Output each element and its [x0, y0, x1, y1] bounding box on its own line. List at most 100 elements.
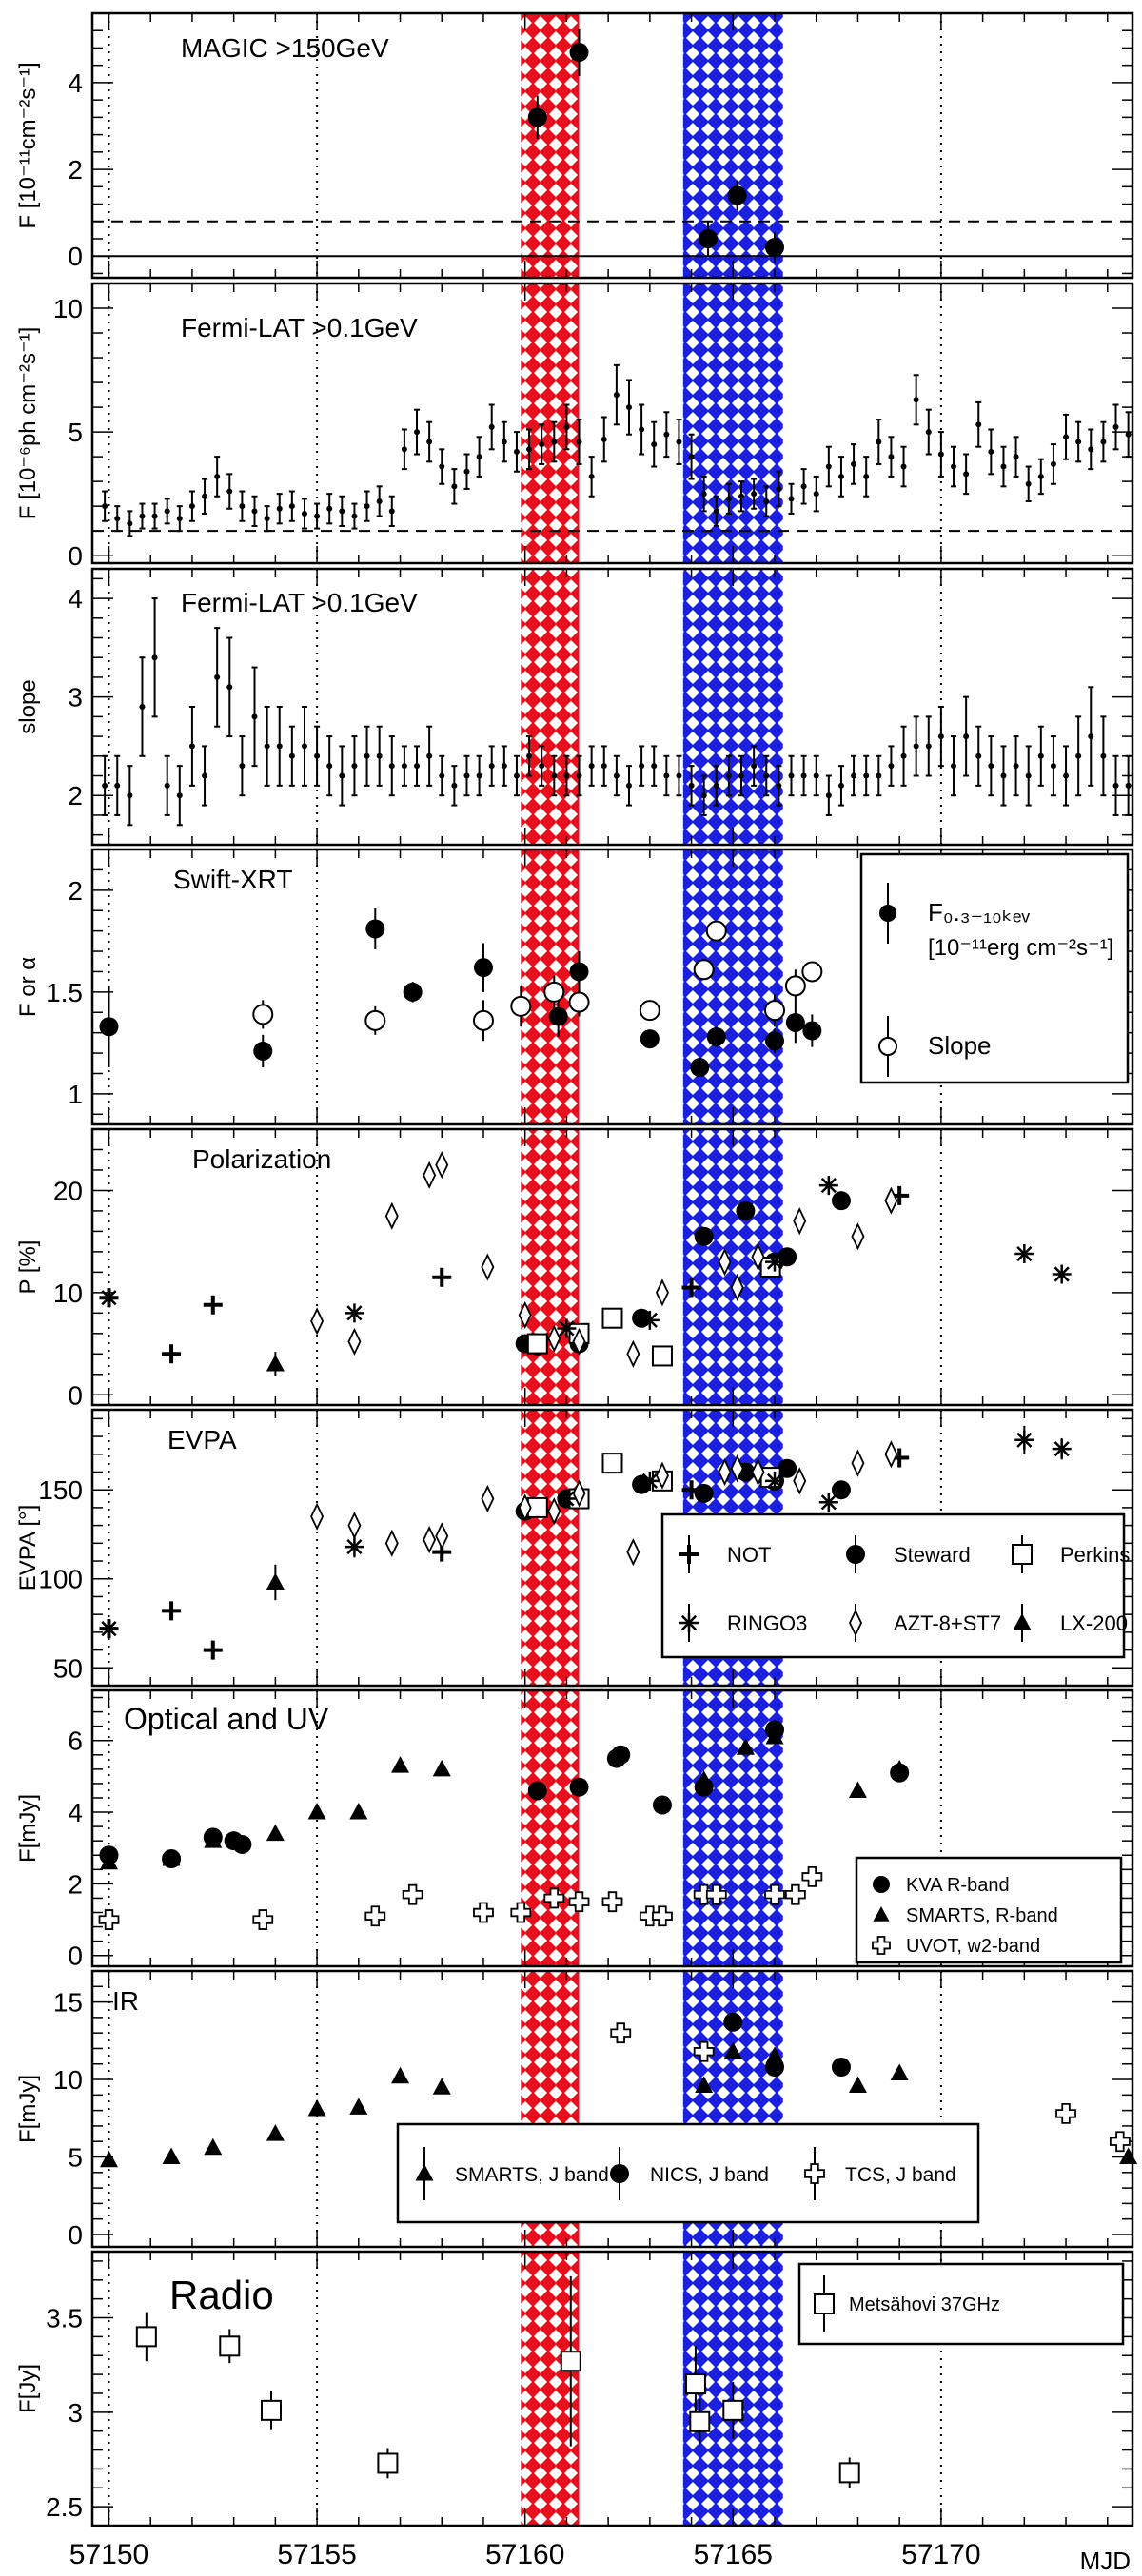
data-point	[569, 1777, 589, 1797]
data-point	[314, 513, 321, 519]
legend-label: UVOT, w2-band	[906, 1936, 1040, 1957]
data-point	[127, 792, 133, 799]
data-point	[266, 1824, 285, 1842]
panel-ir: 0 5 10 15 F[mJy] IR SMARTS, J band NICS, J band…	[15, 1969, 1138, 2250]
legend-label: SMARTS, J band	[455, 2164, 609, 2186]
data-point	[476, 772, 482, 779]
data-point	[776, 485, 782, 492]
data-point	[613, 392, 620, 399]
data-point	[700, 792, 707, 799]
data-point	[481, 1484, 495, 1513]
data-point	[751, 763, 758, 770]
data-point	[785, 1012, 805, 1032]
data-point	[510, 1902, 532, 1923]
data-point	[164, 782, 170, 789]
data-point	[764, 1883, 785, 1905]
data-point	[975, 752, 982, 759]
data-point	[326, 763, 333, 770]
data-point	[676, 772, 682, 779]
y-tick-label: 50	[53, 1653, 83, 1683]
data-point	[451, 483, 458, 490]
data-point	[988, 763, 994, 770]
y-axis-label: EVPA [°]	[15, 1505, 41, 1591]
legend-label: Perkins	[1060, 1543, 1130, 1567]
data-point	[738, 493, 745, 499]
data-point	[252, 1909, 274, 1930]
data-point	[763, 772, 770, 779]
data-point	[1125, 431, 1132, 438]
legend-label: AZT-8+ST7	[894, 1611, 1001, 1635]
data-point	[401, 763, 407, 770]
data-point	[563, 423, 570, 430]
y-tick-label: 6	[68, 1727, 83, 1756]
legend-label: Slope	[928, 1031, 992, 1060]
data-point	[432, 1759, 451, 1777]
data-point	[718, 1457, 732, 1487]
data-point	[439, 463, 445, 470]
data-point	[239, 763, 246, 770]
data-point	[725, 772, 732, 779]
legend-box	[396, 2122, 980, 2224]
data-point	[838, 2462, 860, 2484]
data-point	[640, 1471, 660, 1491]
data-point	[663, 772, 670, 779]
data-point	[364, 1905, 386, 1927]
data-point	[214, 673, 221, 680]
red-band-magic	[521, 13, 580, 278]
panel-frame	[90, 567, 1134, 847]
data-point	[164, 508, 170, 515]
data-point	[765, 1252, 785, 1272]
data-point	[307, 1803, 326, 1820]
data-point	[763, 498, 770, 504]
series-lx-200	[266, 1564, 285, 1601]
series-lx-200	[266, 1352, 285, 1376]
data-point	[276, 505, 283, 512]
data-point	[347, 1512, 362, 1540]
data-point	[825, 792, 832, 799]
data-point	[551, 439, 558, 445]
data-point	[188, 503, 195, 510]
data-point	[601, 1891, 623, 1913]
data-point	[723, 2041, 742, 2059]
x-tick-label: 57155	[277, 2539, 356, 2570]
data-point	[640, 1310, 660, 1330]
data-point	[851, 772, 857, 779]
legend-marker	[873, 1876, 890, 1893]
data-point	[102, 782, 108, 789]
data-point	[818, 1176, 838, 1196]
data-point	[681, 1278, 701, 1298]
series-smarts-r-band	[99, 1727, 909, 1870]
data-point	[1125, 782, 1132, 789]
data-point	[695, 1770, 714, 1787]
data-point	[848, 1781, 867, 1798]
y-tick-label: 150	[38, 1475, 83, 1505]
panel-swift: 1 1.5 2 F or α Swift-XRT F₀.₃₋₁₀ₖₑᵥ [10⁻¹¹erg …	[15, 848, 1134, 1126]
legend-marker	[679, 1613, 699, 1632]
y-tick-label: 0	[68, 1380, 83, 1410]
data-point	[518, 1493, 532, 1522]
data-point	[176, 516, 183, 522]
data-point	[151, 513, 158, 519]
data-point	[364, 503, 370, 510]
data-point	[439, 772, 445, 779]
data-point	[765, 1471, 785, 1491]
data-point	[1075, 439, 1082, 445]
data-point	[963, 471, 970, 478]
y-tick-label: 10	[53, 1278, 83, 1308]
data-point	[1037, 752, 1044, 759]
data-point	[800, 772, 807, 779]
data-point	[1088, 733, 1094, 740]
data-point	[539, 441, 545, 448]
data-point	[349, 2098, 368, 2115]
data-point	[730, 1273, 744, 1302]
data-point	[1014, 1244, 1034, 1264]
data-point	[1025, 772, 1032, 779]
y-axis-label: F[mJy]	[15, 1794, 41, 1863]
data-point	[203, 1640, 223, 1660]
panel-title: Fermi-LAT >0.1GeV	[181, 588, 418, 617]
data-point	[1050, 763, 1056, 770]
panel-frame	[90, 1408, 1134, 1688]
data-point	[688, 454, 695, 460]
data-point	[162, 1601, 182, 1621]
